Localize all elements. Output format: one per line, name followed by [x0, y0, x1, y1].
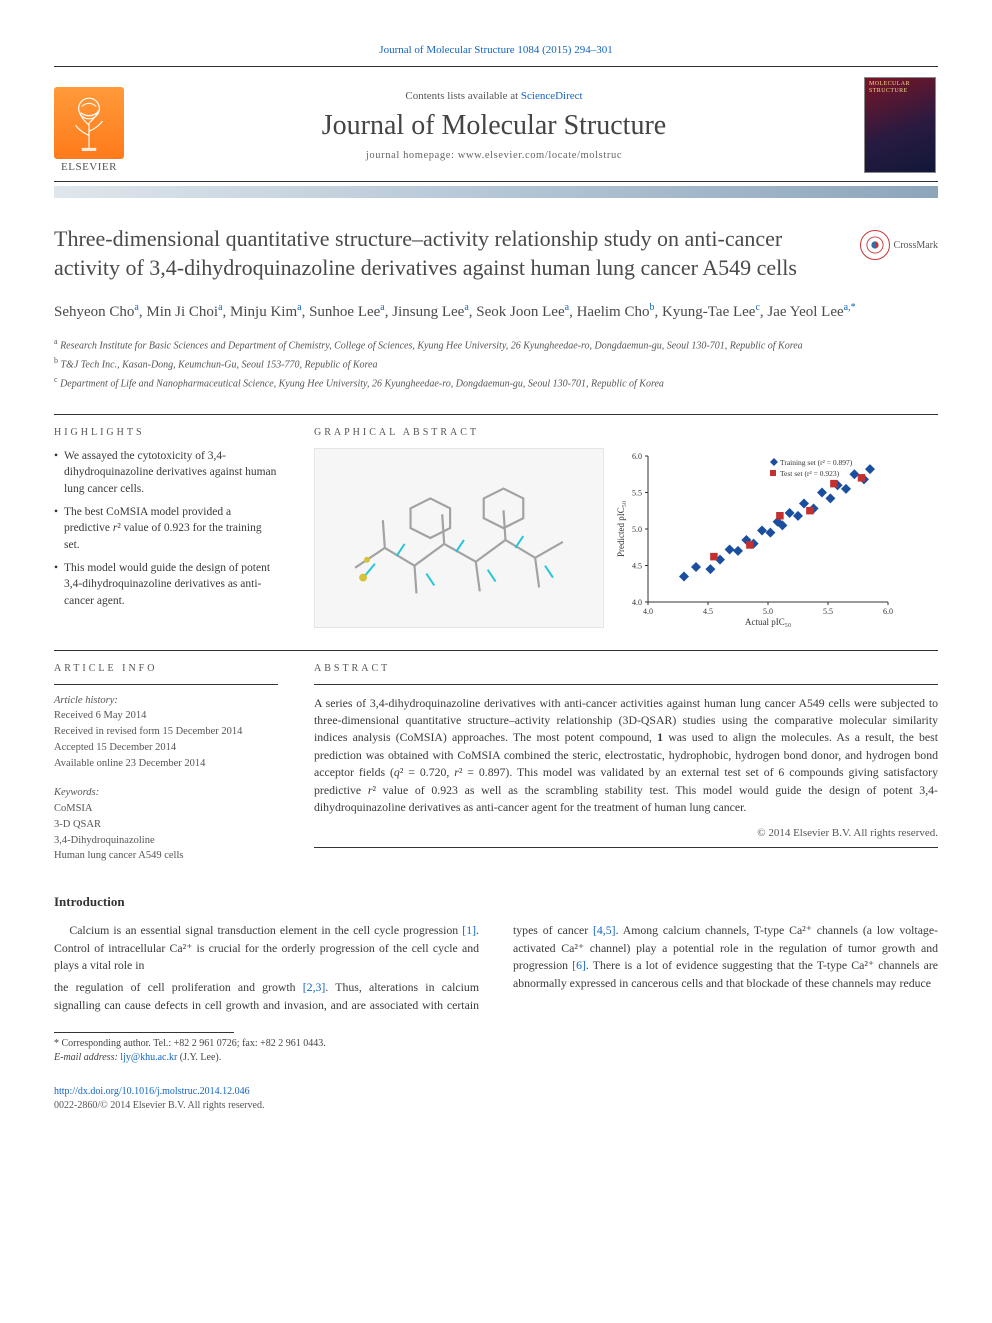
corresponding-line: * Corresponding author. Tel.: +82 2 961 …: [54, 1037, 938, 1051]
keyword: 3-D QSAR: [54, 817, 278, 833]
elsevier-word: ELSEVIER: [54, 161, 124, 173]
article-info: Article history: Received 6 May 2014Rece…: [54, 693, 278, 865]
sciencedirect-link[interactable]: ScienceDirect: [521, 90, 583, 102]
svg-text:Test set (r² = 0.923): Test set (r² = 0.923): [780, 469, 840, 478]
svg-text:Predicted pIC₅₀: Predicted pIC₅₀: [616, 501, 626, 557]
keyword: CoMSIA: [54, 801, 278, 817]
history-label: Article history:: [54, 693, 278, 709]
keywords-label: Keywords:: [54, 785, 278, 801]
affiliation: c Department of Life and Nanopharmaceuti…: [54, 374, 938, 391]
rule-under-header: [54, 181, 938, 182]
footnote-rule: [54, 1032, 234, 1033]
keyword: 3,4-Dihydroquinazoline: [54, 833, 278, 849]
keyword: Human lung cancer A549 cells: [54, 848, 278, 864]
history-line: Received in revised form 15 December 201…: [54, 724, 278, 740]
ga-molecule-render: [314, 448, 604, 628]
abstract-label: ABSTRACT: [314, 663, 938, 674]
svg-text:5.5: 5.5: [632, 488, 642, 497]
svg-text:4.5: 4.5: [632, 561, 642, 570]
rule-abs-bot: [314, 847, 938, 848]
doi-link[interactable]: http://dx.doi.org/10.1016/j.molstruc.201…: [54, 1086, 250, 1097]
affiliation: b T&J Tech Inc., Kasan-Dong, Keumchun-Gu…: [54, 355, 938, 372]
rule-ai-top: [54, 684, 278, 685]
cover-text: MOLECULAR STRUCTURE: [869, 81, 935, 94]
corresponding-footnote: * Corresponding author. Tel.: +82 2 961 …: [54, 1037, 938, 1065]
journal-name: Journal of Molecular Structure: [142, 110, 846, 142]
article-title: Three-dimensional quantitative structure…: [54, 224, 844, 282]
intro-heading: Introduction: [54, 894, 938, 910]
authors: Sehyeon Choa, Min Ji Choia, Minju Kima, …: [54, 300, 938, 324]
contents-line: Contents lists available at ScienceDirec…: [142, 90, 846, 102]
email-link[interactable]: ljy@khu.ac.kr: [120, 1052, 177, 1063]
rule-abs-top: [314, 684, 938, 685]
doi-block: http://dx.doi.org/10.1016/j.molstruc.201…: [54, 1085, 938, 1113]
highlight-item: We assayed the cytotoxicity of 3,4-dihyd…: [54, 448, 278, 498]
ga-scatter-chart: 4.0 4.5 5.0 5.5 6.0 4.0 4.5 5.0 5.5 6.0 Actual pIC…: [614, 448, 894, 628]
svg-text:5.0: 5.0: [632, 525, 642, 534]
email-who: (J.Y. Lee).: [177, 1052, 221, 1063]
affiliation: a Research Institute for Basic Sciences …: [54, 336, 938, 353]
svg-text:Training set (r² = 0.897): Training set (r² = 0.897): [780, 458, 853, 467]
rule-after-affil: [54, 414, 938, 415]
rule-after-ga: [54, 650, 938, 651]
email-label: E-mail address:: [54, 1052, 120, 1063]
svg-text:Actual pIC₅₀: Actual pIC₅₀: [745, 617, 791, 627]
crossmark-badge[interactable]: CrossMark: [860, 224, 938, 260]
history-line: Accepted 15 December 2014: [54, 740, 278, 756]
gradient-bar: [54, 186, 938, 198]
copyright: © 2014 Elsevier B.V. All rights reserved…: [314, 827, 938, 839]
journal-cover: MOLECULAR STRUCTURE: [864, 77, 938, 173]
elsevier-tree-icon: [54, 87, 124, 159]
crossmark-icon: [860, 230, 890, 260]
highlights-list: We assayed the cytotoxicity of 3,4-dihyd…: [54, 448, 278, 610]
homepage-line: journal homepage: www.elsevier.com/locat…: [142, 150, 846, 161]
svg-text:4.0: 4.0: [632, 598, 642, 607]
issn-line: 0022-2860/© 2014 Elsevier B.V. All right…: [54, 1100, 264, 1111]
svg-text:6.0: 6.0: [883, 607, 893, 616]
intro-body: Calcium is an essential signal transduct…: [54, 922, 938, 1014]
ga-label: GRAPHICAL ABSTRACT: [314, 427, 938, 438]
svg-text:6.0: 6.0: [632, 452, 642, 461]
top-citation: Journal of Molecular Structure 1084 (201…: [54, 44, 938, 56]
svg-text:4.0: 4.0: [643, 607, 653, 616]
history-line: Received 6 May 2014: [54, 708, 278, 724]
history-line: Available online 23 December 2014: [54, 756, 278, 772]
homepage-prefix: journal homepage:: [366, 150, 458, 161]
highlight-item: This model would guide the design of pot…: [54, 560, 278, 610]
elsevier-logo: ELSEVIER: [54, 77, 124, 173]
journal-header: ELSEVIER Contents lists available at Sci…: [54, 71, 938, 177]
highlights-label: HIGHLIGHTS: [54, 427, 278, 438]
svg-text:5.0: 5.0: [763, 607, 773, 616]
highlight-item: The best CoMSIA model provided a predict…: [54, 504, 278, 554]
svg-text:4.5: 4.5: [703, 607, 713, 616]
svg-text:5.5: 5.5: [823, 607, 833, 616]
crossmark-label: CrossMark: [894, 240, 938, 251]
graphical-abstract: 4.0 4.5 5.0 5.5 6.0 4.0 4.5 5.0 5.5 6.0 Actual pIC…: [314, 448, 938, 628]
abstract-text: A series of 3,4-dihydroquinazoline deriv…: [314, 695, 938, 817]
homepage-url[interactable]: www.elsevier.com/locate/molstruc: [458, 150, 622, 161]
rule-top: [54, 66, 938, 67]
article-info-label: ARTICLE INFO: [54, 663, 278, 674]
contents-prefix: Contents lists available at: [405, 90, 520, 102]
affiliations: a Research Institute for Basic Sciences …: [54, 336, 938, 392]
